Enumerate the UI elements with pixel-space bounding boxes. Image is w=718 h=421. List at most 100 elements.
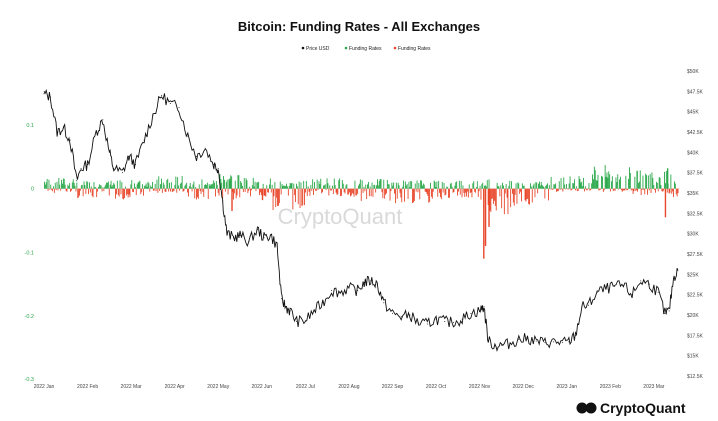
funding-bar xyxy=(413,188,414,203)
funding-bar xyxy=(547,183,548,189)
funding-bar xyxy=(602,188,604,192)
funding-bar xyxy=(566,183,567,189)
price-point xyxy=(276,245,278,247)
funding-bar xyxy=(422,183,424,189)
price-point xyxy=(664,312,666,314)
funding-bar xyxy=(491,188,493,199)
funding-bar xyxy=(655,188,656,193)
funding-bar xyxy=(644,188,646,195)
price-point xyxy=(169,103,171,105)
funding-bar xyxy=(470,188,472,193)
funding-bar xyxy=(105,184,107,189)
funding-bar xyxy=(353,188,355,197)
funding-bar xyxy=(133,188,134,193)
funding-bar xyxy=(628,178,629,189)
funding-bar xyxy=(562,188,564,192)
funding-bar xyxy=(672,188,674,192)
funding-bar xyxy=(622,188,624,191)
x-tick-label: 2022 Nov xyxy=(469,384,491,390)
funding-bar xyxy=(304,188,305,206)
right-tick-label: $25K xyxy=(687,272,699,278)
funding-bar xyxy=(368,181,369,189)
funding-bar xyxy=(62,178,64,189)
funding-bar xyxy=(345,185,347,189)
x-axis: 2022 Jan 2022 Feb 2022 Mar 2022 Apr 2022 May… xyxy=(34,384,665,390)
funding-bar xyxy=(260,188,262,195)
funding-bar xyxy=(630,188,632,191)
funding-bar xyxy=(641,188,643,190)
funding-bar xyxy=(524,188,526,201)
funding-bar xyxy=(166,180,168,189)
left-tick-label: 0.1 xyxy=(26,123,34,129)
funding-bar xyxy=(477,188,479,197)
right-tick-label: $22.5K xyxy=(687,293,704,299)
funding-bar xyxy=(568,183,570,189)
price-point xyxy=(383,302,385,304)
funding-bar xyxy=(673,188,674,198)
funding-bar xyxy=(594,170,596,189)
funding-bar xyxy=(492,188,494,199)
funding-bar xyxy=(440,188,441,198)
funding-bar xyxy=(262,183,264,189)
funding-bar xyxy=(78,188,80,198)
funding-bar xyxy=(240,181,242,189)
funding-bar xyxy=(608,171,610,189)
funding-bar xyxy=(206,184,207,189)
funding-bar xyxy=(531,188,533,203)
funding-bar xyxy=(515,183,517,189)
funding-bar xyxy=(319,183,321,189)
funding-bar xyxy=(184,185,186,189)
price-point xyxy=(444,321,446,323)
price-point xyxy=(187,135,189,137)
funding-bar xyxy=(189,183,191,189)
funding-bar xyxy=(354,180,356,189)
right-tick-label: $50K xyxy=(687,69,699,75)
funding-bar xyxy=(604,165,606,189)
price-point xyxy=(161,94,163,96)
price-point xyxy=(270,234,272,236)
price-point xyxy=(95,131,97,133)
funding-bar xyxy=(322,188,323,193)
price-point xyxy=(222,200,224,202)
funding-bar xyxy=(172,188,174,192)
funding-bar xyxy=(323,185,324,189)
funding-bar xyxy=(141,188,143,193)
funding-bar xyxy=(260,188,261,193)
funding-bar xyxy=(321,188,323,194)
legend-label-funding-positive: Funding Rates xyxy=(349,46,382,52)
funding-bar xyxy=(674,181,675,189)
funding-bar xyxy=(530,183,531,189)
price-point xyxy=(69,139,71,141)
funding-bar xyxy=(571,188,573,191)
price-point xyxy=(581,306,583,308)
funding-bar xyxy=(178,185,179,189)
funding-bar xyxy=(188,186,190,189)
funding-bar xyxy=(217,188,219,193)
funding-bar xyxy=(555,183,557,189)
left-tick-label: -0.3 xyxy=(25,377,34,383)
funding-bar xyxy=(565,188,566,190)
funding-bar xyxy=(370,188,372,197)
price-point xyxy=(56,131,58,133)
funding-bar xyxy=(519,188,521,194)
funding-bar xyxy=(650,188,652,194)
price-point xyxy=(322,302,324,304)
funding-bar xyxy=(606,172,608,189)
funding-bar xyxy=(649,174,651,189)
funding-bar xyxy=(221,182,223,189)
funding-bar xyxy=(349,188,350,193)
funding-bar xyxy=(496,182,498,189)
funding-bar xyxy=(646,175,647,189)
funding-bar xyxy=(386,188,387,194)
funding-bar xyxy=(431,188,433,199)
funding-bar xyxy=(129,188,131,198)
funding-bar xyxy=(599,188,601,190)
funding-bar xyxy=(352,188,354,195)
funding-bar xyxy=(460,181,462,189)
funding-bar xyxy=(585,188,587,191)
funding-bar xyxy=(289,182,291,189)
funding-bar xyxy=(367,184,368,189)
funding-bar xyxy=(405,185,407,189)
price-point xyxy=(479,310,481,312)
funding-bar xyxy=(554,184,556,189)
